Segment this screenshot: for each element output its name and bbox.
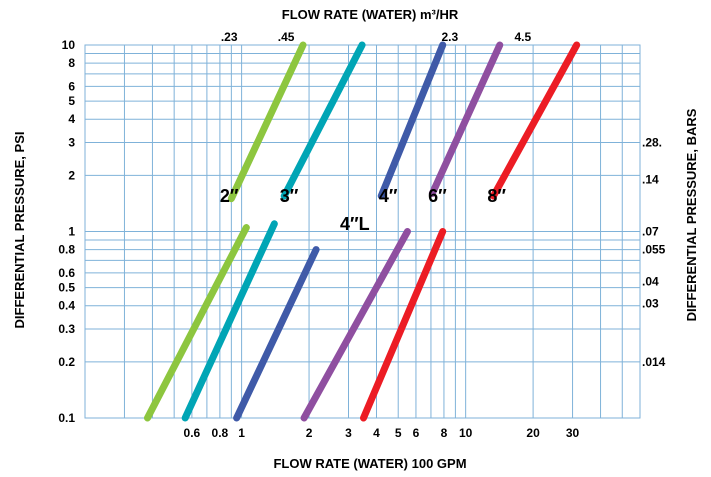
right-tick-label: .14	[642, 173, 659, 187]
left-tick-label: 6	[68, 79, 75, 93]
left-tick-label: 0.8	[58, 243, 75, 257]
bottom-tick-label: 8	[441, 426, 448, 440]
top-axis-title: FLOW RATE (WATER) m³/HR	[282, 7, 459, 22]
left-tick-label: 0.5	[58, 281, 75, 295]
bottom-tick-label: 4	[373, 426, 380, 440]
left-tick-label: 1	[68, 225, 75, 239]
series-label: 6″	[428, 186, 447, 206]
series-line	[428, 41, 504, 197]
left-tick-label: 5	[68, 94, 75, 108]
left-tick-label: 0.3	[58, 322, 75, 336]
series-line	[300, 228, 411, 422]
left-tick-label: 0.2	[58, 355, 75, 369]
left-tick-label: 2	[68, 168, 75, 182]
right-tick-label: .28.	[642, 136, 662, 150]
left-tick-label: 0.1	[58, 411, 75, 425]
series-line	[143, 224, 250, 422]
bottom-tick-label: 20	[526, 426, 540, 440]
bottom-tick-label: 3	[345, 426, 352, 440]
bottom-tick-label: 1	[238, 426, 245, 440]
series-line	[489, 41, 581, 200]
right-tick-label: .055	[642, 243, 666, 257]
series-layer	[143, 41, 581, 422]
right-tick-label: .07	[642, 225, 659, 239]
bottom-tick-label: 0.8	[212, 426, 229, 440]
series-line	[360, 228, 447, 422]
left-tick-label: 8	[68, 56, 75, 70]
series-line	[227, 41, 307, 203]
series-label: 3″	[280, 186, 299, 206]
series-line	[233, 246, 320, 422]
bottom-tick-label: 2	[306, 426, 313, 440]
left-tick-label: 0.6	[58, 266, 75, 280]
bottom-tick-label: 10	[459, 426, 473, 440]
bottom-tick-label: 30	[566, 426, 580, 440]
series-line	[181, 220, 278, 422]
top-tick-label: .23	[221, 30, 238, 44]
series-line	[280, 41, 366, 200]
series-label: 4″L	[340, 214, 370, 234]
left-tick-label: 3	[68, 136, 75, 150]
top-tick-label: .45	[278, 30, 295, 44]
bottom-tick-label: 6	[413, 426, 420, 440]
left-tick-label: 10	[62, 38, 76, 52]
right-tick-label: .04	[642, 274, 659, 288]
series-label: 8″	[487, 186, 506, 206]
right-tick-label: .014	[642, 355, 666, 369]
left-axis-title: DIFFERENTIAL PRESSURE, PSI	[12, 132, 27, 329]
series-label: 4″	[379, 186, 398, 206]
top-tick-label: 4.5	[515, 30, 532, 44]
series-label: 2″	[220, 186, 239, 206]
left-tick-label: 0.4	[58, 299, 75, 313]
bottom-tick-label: 0.6	[184, 426, 201, 440]
left-tick-label: 4	[68, 112, 75, 126]
series-line	[377, 41, 447, 200]
right-axis-title: DIFFERENTIAL PRESSURE, BARS	[684, 108, 699, 321]
right-tick-label: .03	[642, 297, 659, 311]
labels-layer: 2″ 3″ 4″4″L6″ 8″0.6 0.8 1 2 3 4 5 6 8 10 20 3010865432…	[58, 30, 665, 440]
grid	[84, 44, 641, 419]
bottom-tick-label: 5	[395, 426, 402, 440]
top-tick-label: 2.3	[441, 30, 458, 44]
bottom-axis-title: FLOW RATE (WATER) 100 GPM	[273, 456, 466, 471]
